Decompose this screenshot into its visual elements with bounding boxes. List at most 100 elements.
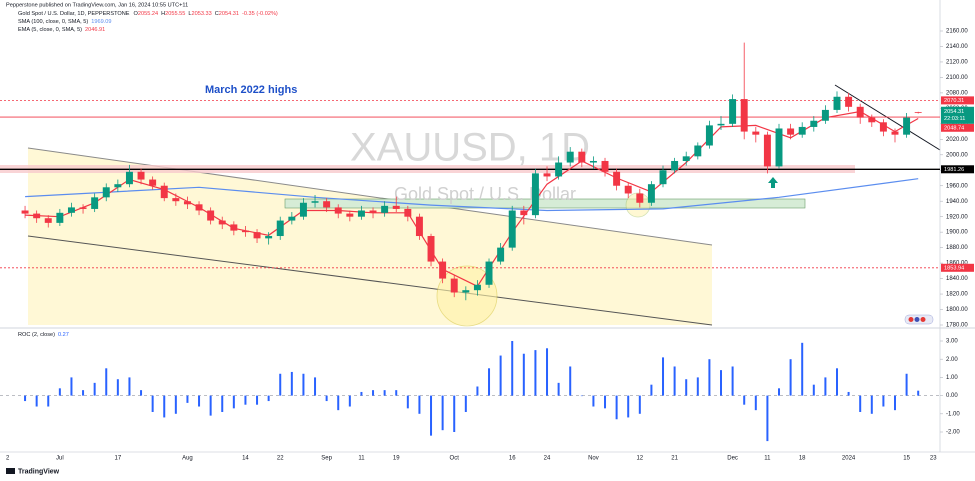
candle-body [67,207,75,213]
channel-top [27,147,713,246]
candle-body [543,173,551,177]
roc-bar [882,395,885,407]
candle-body [79,207,87,209]
candle-body [462,290,470,293]
candle-body [218,220,226,225]
y-tick-label: 2.00 [946,357,958,363]
x-tick-label: 19 [393,456,400,462]
roc-bar [499,355,502,396]
roc-bar [325,395,328,402]
roc-bar [82,390,85,396]
x-tick-label: Sep [321,456,332,462]
roc-bar [221,395,224,412]
y-tick-label: 1860.00 [946,261,968,267]
roc-bar [430,395,433,436]
roc-bar [128,377,131,396]
roc-bar [696,377,699,396]
x-tick-label: 15 [903,456,910,462]
candle-body [323,201,331,208]
retest-highlight [625,192,651,218]
candle-body [694,145,702,157]
candle-body [589,160,597,163]
roc-bar [580,395,583,397]
y-tick-label: -1.00 [946,411,960,417]
candle-body [775,128,783,167]
candle-body [125,171,133,185]
candle-body [856,106,864,118]
roc-bar [476,386,479,396]
roc-bar [58,388,61,396]
y-tick-label: 1.00 [946,375,958,381]
candle-body [149,179,157,186]
x-tick-label: 17 [115,456,122,462]
ohlc-value: 2054.31 [219,11,239,17]
roc-bar [731,366,734,396]
y-tick-label: 1960.00 [946,183,968,189]
roc-bar [151,395,154,412]
candle-body [497,247,505,262]
y-tick-label: -2.00 [946,430,960,436]
candle-body [439,261,447,279]
y-tick-label: 1940.00 [946,199,968,205]
price-line-label-bg [941,96,974,105]
x-tick-label: 21 [671,456,678,462]
sma-legend: SMA (100, close, 0, SMA, 5) 1969.09 [18,19,112,25]
roc-bar [650,384,653,396]
price-line-label: 2048.74 [944,125,964,131]
candle-body [845,96,853,107]
roc-bar [140,390,143,396]
candle-body [520,210,528,216]
flag-dot [908,317,914,322]
roc-bar [244,395,247,405]
roc-bar [708,359,711,396]
ohlc-value: 2053.33 [192,11,212,17]
y-tick-label: 1840.00 [946,276,968,282]
current-price-bg [941,106,974,124]
candle-body [914,112,922,113]
roc-bar [604,395,607,409]
candle-body [404,208,412,217]
roc-bar [105,368,108,396]
candle-body [705,125,713,146]
roc-bar [47,395,50,407]
roc-bar [812,384,815,396]
price-line-label-bg [941,123,974,132]
roc-bar [534,350,537,396]
price-line-label: 1981.26 [944,167,964,173]
x-tick-label: Dec [727,456,738,462]
candle-body [763,134,771,167]
candle-body [729,99,737,124]
countdown: 22:03:11 [944,116,965,122]
y-tick-label: 1780.00 [946,323,968,329]
roc-bar [209,395,212,416]
roc-bar [522,353,525,396]
x-tick-label: 16 [509,456,516,462]
roc-bar [116,379,119,396]
roc-value: 0.27 [58,332,69,338]
x-tick-label: 11 [764,456,771,462]
roc-bar [24,395,27,402]
ohlc-key: O [134,11,139,17]
roc-bar [372,390,375,396]
candle-body [288,216,296,221]
x-tick-label: 2 [6,456,10,462]
candle-body [207,210,215,221]
roc-bar [592,395,595,407]
sma-line [25,178,919,212]
candle-body [160,185,168,199]
candle-body [253,232,261,239]
candle-body [903,117,911,135]
roc-bar [441,395,444,431]
candle-body [647,184,655,203]
candle-body [740,99,748,132]
roc-bar [198,395,201,407]
candle-body [357,210,365,217]
trendline [834,84,941,151]
roc-bar [93,382,96,396]
candle-body [21,210,29,214]
roc-bar [163,395,166,418]
candle-body [427,236,435,262]
roc-bar [35,395,38,407]
flags-icon [904,314,934,325]
channel-bottom [27,235,713,326]
